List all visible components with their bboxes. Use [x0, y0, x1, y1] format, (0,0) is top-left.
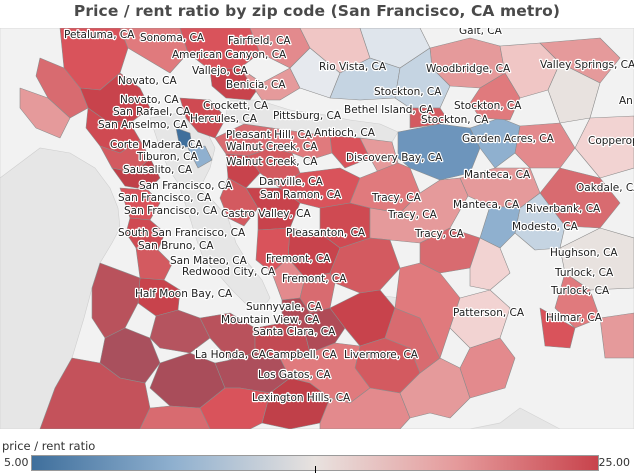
place-label: Castro Valley, CA [221, 208, 312, 220]
place-label: Walnut Creek, CA [226, 141, 318, 153]
place-label: Tracy, CA [414, 228, 465, 240]
place-label: Gait, CA [459, 28, 503, 37]
place-label: Pittsburg, CA [273, 110, 342, 122]
place-label: Turlock, CA [554, 267, 614, 279]
place-label: South San Francisco, CA [118, 227, 246, 239]
place-label: Manteca, CA [453, 199, 520, 211]
legend-max-value: 25.00 [598, 456, 631, 469]
choropleth-map[interactable]: Petaluma, CA Sonoma, CA Fairfield, CA Am… [0, 28, 634, 429]
place-label: San Francisco, CA [118, 192, 212, 204]
place-label: Sunnyvale, CA [246, 301, 323, 313]
place-label: Mountain View, CA [221, 314, 320, 326]
place-labels: Petaluma, CA Sonoma, CA Fairfield, CA Am… [63, 28, 634, 405]
legend-title: price / rent ratio [2, 439, 96, 453]
place-label: San Anselmo, CA [98, 119, 188, 131]
place-label: American Canyon, CA [172, 49, 287, 61]
place-label: Copperop [588, 135, 634, 147]
place-label: Turlock, CA [550, 285, 610, 297]
place-label: Fremont, CA [282, 273, 347, 285]
place-label: Novato, CA [118, 75, 177, 87]
place-label: Santa Clara, CA [253, 326, 336, 338]
place-label: Vallejo, CA [192, 65, 248, 77]
place-label: Novato, CA [120, 94, 179, 106]
place-label: Walnut Creek, CA [226, 156, 318, 168]
place-label: Stockton, CA [421, 114, 489, 126]
place-label: Danville, CA [259, 176, 324, 188]
place-label: Livermore, CA [344, 349, 419, 361]
zip-regions[interactable] [19, 28, 634, 429]
place-label: Fairfield, CA [228, 35, 291, 47]
place-label: Los Gatos, CA [258, 369, 331, 381]
place-label: Modesto, CA [512, 221, 579, 233]
place-label: Antioch, CA [314, 127, 376, 139]
place-label: Sausalito, CA [123, 164, 193, 176]
legend-min-value: 5.00 [4, 456, 29, 469]
place-label: Fremont, CA [266, 253, 331, 265]
place-label: Hilmar, CA [546, 312, 603, 324]
place-label: Tracy, CA [371, 192, 422, 204]
place-label: An [619, 95, 633, 107]
place-label: Hercules, CA [190, 113, 258, 125]
place-label: Stockton, CA [374, 86, 442, 98]
legend-midpoint-tick [315, 466, 316, 473]
place-label: San Ramon, CA [260, 189, 342, 201]
place-label: San Francisco, CA [139, 180, 233, 192]
place-label: Crockett, CA [203, 100, 269, 112]
place-label: Manteca, CA [464, 169, 531, 181]
place-label: Redwood City, CA [182, 266, 276, 278]
place-label: San Francisco, CA [124, 205, 218, 217]
map-title: Price / rent ratio by zip code (San Fran… [73, 2, 561, 20]
place-label: San Rafael, CA [113, 106, 191, 118]
place-label: Lexington Hills, CA [252, 392, 351, 404]
place-label: La Honda, CA [195, 349, 267, 361]
place-label: Pleasanton, CA [286, 227, 366, 239]
place-label: Hughson, CA [550, 247, 618, 259]
place-label: Campbell, CA [266, 349, 338, 361]
place-label: Pleasant Hill, CA [226, 129, 313, 141]
place-label: Tiburon, CA [136, 151, 198, 163]
place-label: Discovery Bay, CA [346, 152, 443, 164]
place-label: Corte Madera, CA [110, 139, 203, 151]
place-label: Petaluma, CA [64, 29, 135, 41]
place-label: Rio Vista, CA [319, 61, 387, 73]
place-label: Riverbank, CA [526, 203, 601, 215]
place-label: Half Moon Bay, CA [135, 288, 233, 300]
place-label: Sonoma, CA [140, 32, 205, 44]
place-label: San Bruno, CA [138, 240, 214, 252]
place-label: Tracy, CA [387, 209, 438, 221]
place-label: Benicia, CA [226, 79, 286, 91]
map-canvas: Petaluma, CA Sonoma, CA Fairfield, CA Am… [0, 28, 634, 429]
place-label: Woodbridge, CA [426, 63, 511, 75]
place-label: Bethel Island, CA [344, 104, 434, 116]
place-label: Stockton, CA [454, 100, 522, 112]
place-label: Garden Acres, CA [462, 133, 555, 145]
place-label: Valley Springs, CA [540, 59, 634, 71]
place-label: Oakdale, CA [576, 182, 634, 194]
place-label: San Mateo, CA [170, 255, 248, 267]
place-label: Patterson, CA [453, 307, 525, 319]
